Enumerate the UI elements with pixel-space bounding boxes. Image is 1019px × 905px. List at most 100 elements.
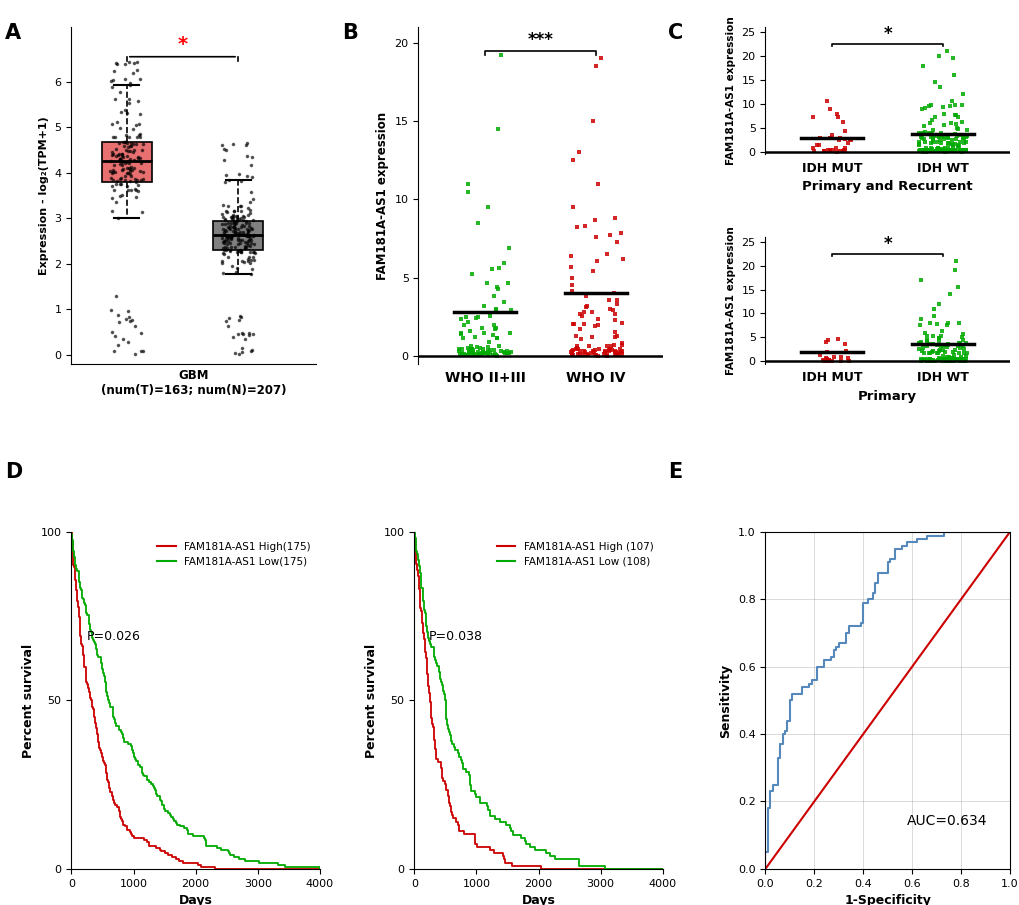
Point — [126, 152, 143, 167]
Point — [586, 319, 602, 334]
Point — [815, 144, 832, 158]
Point — [932, 143, 949, 157]
Point — [485, 342, 501, 357]
Point — [233, 253, 250, 268]
Point — [938, 337, 955, 351]
Point — [955, 143, 971, 157]
Point — [106, 157, 122, 172]
Point — [246, 191, 262, 205]
Point — [930, 129, 947, 144]
Point — [944, 137, 960, 151]
Point — [836, 132, 852, 147]
Point — [929, 144, 946, 158]
Point — [613, 336, 630, 350]
Point — [112, 157, 128, 171]
Point — [573, 309, 589, 323]
Point — [920, 346, 936, 360]
Point — [120, 183, 137, 197]
Point — [804, 110, 820, 125]
Point — [216, 142, 232, 157]
Point — [464, 267, 480, 281]
Point — [132, 173, 149, 187]
Point — [115, 332, 131, 347]
Point — [112, 153, 128, 167]
Point — [930, 141, 947, 156]
Point — [926, 129, 943, 143]
Point — [231, 167, 248, 181]
Point — [916, 125, 932, 139]
Point — [564, 271, 580, 285]
Point — [109, 115, 125, 129]
Point — [929, 141, 946, 156]
Point — [229, 261, 246, 275]
Point — [910, 342, 926, 357]
Point — [601, 302, 618, 317]
Point — [938, 144, 955, 158]
Point — [135, 165, 151, 179]
Point — [122, 152, 139, 167]
Point — [946, 127, 962, 141]
Point — [462, 343, 478, 357]
Point — [214, 255, 230, 270]
Point — [116, 57, 132, 71]
Point — [244, 149, 260, 164]
Point — [239, 237, 256, 252]
Point — [934, 142, 951, 157]
Point — [562, 345, 579, 359]
Point — [911, 143, 927, 157]
Point — [945, 138, 961, 152]
Point — [821, 143, 838, 157]
Point — [937, 43, 954, 58]
Point — [109, 56, 125, 71]
Point — [958, 129, 974, 144]
Point — [114, 158, 130, 173]
Point — [613, 252, 630, 266]
Point — [238, 136, 255, 150]
Point — [219, 230, 235, 244]
Point — [227, 226, 244, 241]
Point — [135, 344, 151, 358]
Point — [570, 341, 586, 356]
Point — [914, 340, 930, 355]
Point — [220, 219, 236, 233]
Point — [469, 215, 485, 230]
Point — [215, 235, 231, 250]
Point — [957, 336, 973, 350]
Point — [123, 138, 140, 153]
Point — [489, 330, 505, 345]
Point — [133, 142, 150, 157]
Point — [453, 346, 470, 360]
Point — [930, 343, 947, 357]
Point — [577, 289, 593, 303]
Point — [495, 295, 512, 310]
Point — [825, 350, 842, 365]
Point — [106, 64, 122, 79]
Point — [125, 143, 142, 157]
Point — [125, 122, 142, 137]
Point — [224, 211, 240, 225]
Point — [957, 135, 973, 149]
Point — [834, 115, 850, 129]
Point — [132, 344, 149, 358]
Point — [600, 293, 616, 308]
Point — [957, 352, 973, 367]
Point — [946, 343, 962, 357]
Y-axis label: Percent survival: Percent survival — [365, 643, 378, 757]
Point — [230, 237, 247, 252]
Point — [475, 326, 491, 340]
Point — [239, 235, 256, 250]
Point — [823, 354, 840, 368]
Point — [955, 354, 971, 368]
Point — [810, 138, 826, 152]
Point — [613, 316, 630, 330]
Point — [954, 129, 970, 144]
Point — [928, 141, 945, 156]
Point — [226, 214, 243, 228]
Point — [486, 318, 502, 332]
Point — [128, 62, 145, 77]
Point — [113, 147, 129, 161]
Text: P=0.038: P=0.038 — [429, 630, 483, 643]
Point — [947, 132, 963, 147]
Point — [955, 354, 971, 368]
Point — [608, 297, 625, 311]
